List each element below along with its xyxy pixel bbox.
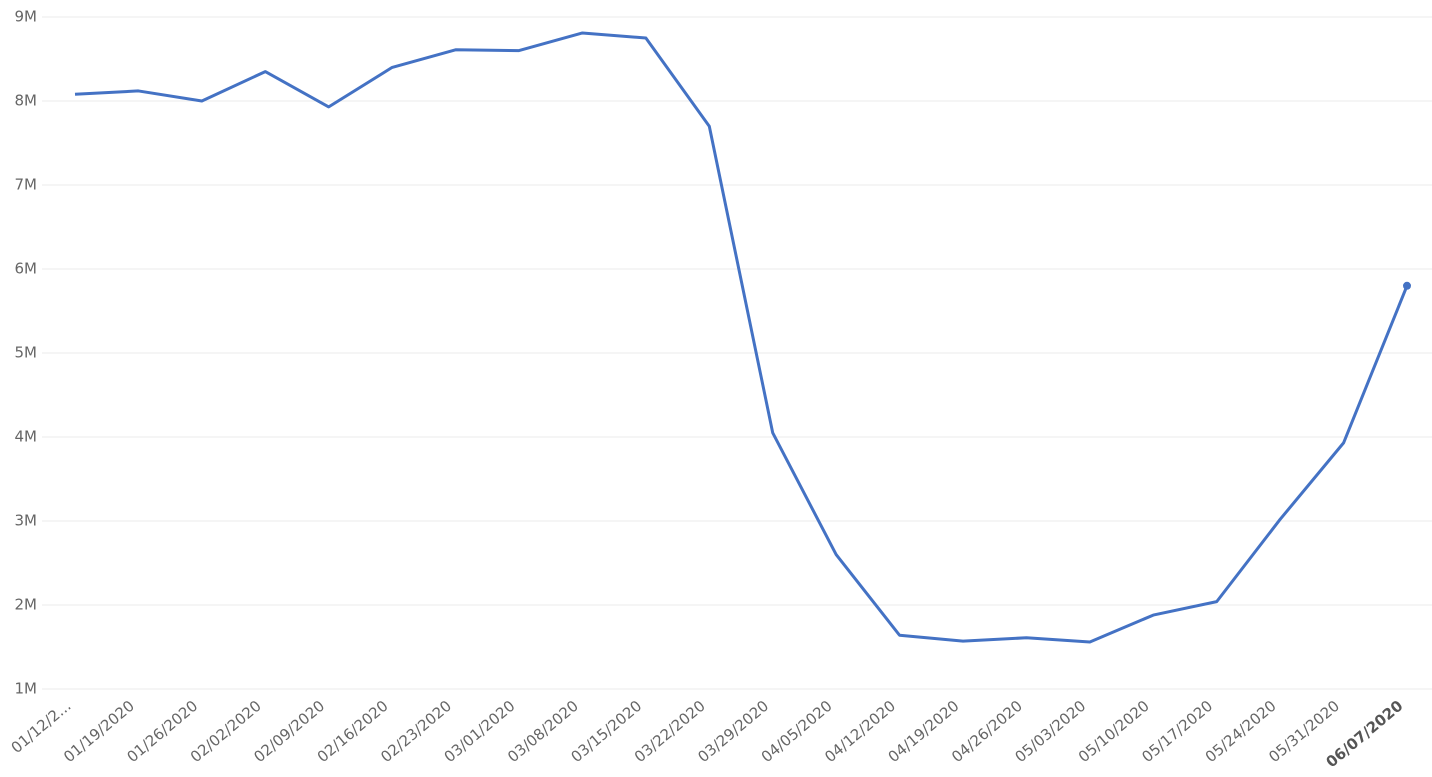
y-tick-label: 9M (15, 8, 38, 26)
y-tick-label: 2M (15, 596, 38, 614)
y-tick-label: 3M (15, 512, 38, 530)
y-tick-label: 1M (15, 680, 38, 698)
y-tick-label: 6M (15, 260, 38, 278)
y-tick-label: 5M (15, 344, 38, 362)
y-tick-label: 7M (15, 176, 38, 194)
y-tick-label: 8M (15, 92, 38, 110)
y-tick-label: 4M (15, 428, 38, 446)
last-point (1403, 281, 1411, 290)
data-line (74, 31, 1409, 644)
